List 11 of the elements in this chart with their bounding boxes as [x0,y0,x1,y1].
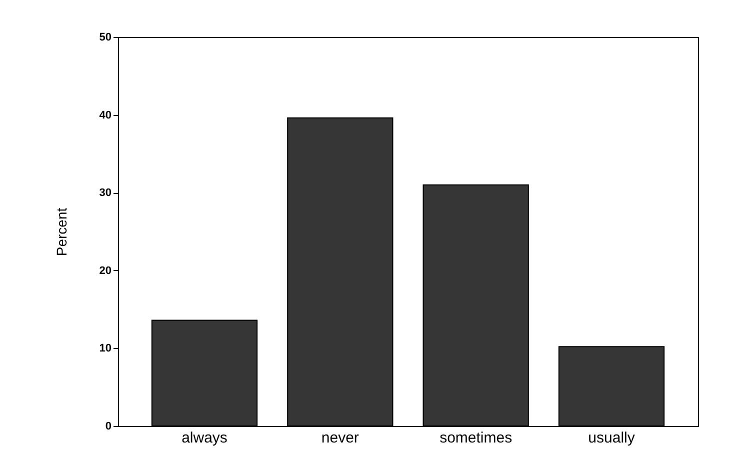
y-tick-label: 0 [105,420,112,432]
y-tick-label: 20 [99,264,112,277]
y-tick-label: 10 [99,342,112,355]
x-tick-label: never [321,430,359,446]
x-tick-label: always [182,430,228,446]
y-tick-label: 50 [99,32,112,44]
x-tick-label: usually [588,430,636,446]
y-tick-label: 40 [99,109,112,122]
x-tick-label: sometimes [440,430,512,446]
y-axis-title: Percent [53,208,70,256]
y-tick-label: 30 [99,187,112,200]
